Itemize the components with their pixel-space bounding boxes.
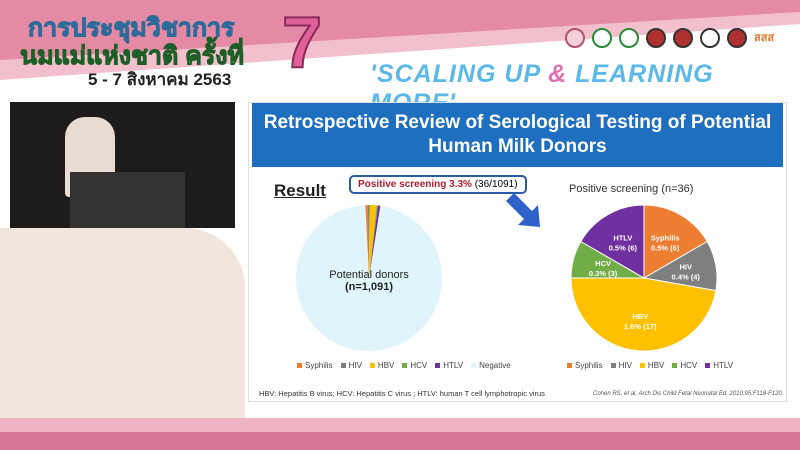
pie-data-label: HCV	[595, 259, 611, 268]
callout-bold: Positive screening 3.3%	[358, 179, 472, 190]
legend-swatch	[402, 363, 408, 369]
banner-dates: 5 - 7 สิงหาคม 2563	[88, 70, 232, 89]
pie-data-label: 0.5% (6)	[609, 243, 638, 252]
legend-item: Syphilis	[297, 361, 333, 370]
positive-callout: Positive screening 3.3% (36/1091)	[349, 175, 527, 194]
logo-icon	[565, 28, 585, 48]
pie-slice-hbv	[570, 277, 717, 352]
arrow-icon	[506, 193, 540, 227]
pie-slice-htlv	[580, 204, 645, 279]
pie1-center-label: Potential donors (n=1,091)	[319, 269, 419, 293]
citation: Cohen RS, et al. Arch Dis Child Fetal Ne…	[593, 391, 784, 397]
legend-swatch	[567, 363, 572, 369]
pie-slice-negative	[296, 205, 442, 351]
sss-logo: สสส	[754, 32, 775, 44]
donors-pie-chart	[296, 205, 442, 351]
legend-item: HTLV	[705, 361, 733, 370]
legend-swatch	[705, 363, 711, 369]
pie-data-label: HIV	[679, 263, 692, 272]
legend-swatch	[639, 363, 645, 369]
legend-swatch	[435, 363, 441, 369]
pie-slice-hiv	[367, 205, 370, 278]
pie1-label-line2: (n=1,091)	[345, 281, 393, 293]
slide-title: Retrospective Review of Serological Test…	[252, 103, 783, 167]
callout-count: (36/1091)	[471, 179, 518, 190]
banner-number: 7	[281, 2, 323, 84]
legend-item: HTLV	[435, 361, 463, 370]
legend-swatch	[369, 363, 375, 369]
logo-icon	[592, 28, 612, 48]
presentation-slide: Retrospective Review of Serological Test…	[248, 102, 787, 402]
speaker-video	[10, 102, 235, 228]
pie-data-label: HBV	[632, 312, 648, 321]
slogan-amp: &	[548, 60, 568, 88]
pie-slice-hcv	[369, 205, 378, 278]
legend-swatch	[297, 363, 302, 369]
slogan: 'SCALING UP & LEARNING MORE'	[370, 60, 800, 118]
footnote: HBV: Hepatitis B virus; HCV: Hepatitis C…	[259, 389, 545, 398]
pie-slice-htlv	[369, 205, 381, 278]
logo-icon	[727, 28, 747, 48]
podium	[70, 172, 185, 228]
slogan-part: 'SCALING UP	[370, 60, 549, 88]
pie-data-label: 0.4% (4)	[672, 273, 701, 282]
banner-title-line2: นมแม่แห่งชาติ ครั้งที่	[20, 42, 245, 71]
legend-item: HCV	[672, 361, 697, 370]
pie2-legend: Syphilis HIV HBV HCV HTLV	[567, 361, 733, 370]
child-photo	[0, 228, 245, 418]
right-pie-title: Positive screening (n=36)	[569, 183, 694, 195]
pie-data-label: 0.3% (3)	[589, 269, 618, 278]
result-heading: Result	[274, 181, 326, 200]
logo-icon	[646, 28, 666, 48]
legend-swatch	[471, 363, 477, 369]
pie-data-label: 0.5% (6)	[651, 243, 680, 252]
legend-item: HBV	[639, 361, 664, 370]
legend-item: HIV	[340, 361, 362, 370]
legend-swatch	[672, 363, 678, 369]
pie1-legend: Syphilis HIV HBV HCV HTLV Negative	[297, 361, 511, 370]
legend-swatch	[340, 363, 346, 369]
legend-item: HCV	[402, 361, 427, 370]
pie-data-label: 1.6% (17)	[624, 322, 657, 331]
sponsor-logos: สสส	[565, 28, 774, 48]
logo-icon	[700, 28, 720, 48]
legend-item: Negative	[471, 361, 511, 370]
pie-slice-syphilis	[643, 204, 708, 279]
legend-item: HIV	[610, 361, 632, 370]
legend-item: HBV	[369, 361, 394, 370]
banner-title-line1: การประชุมวิชาการ	[27, 14, 235, 43]
pie-slice-syphilis	[365, 205, 369, 278]
legend-swatch	[610, 363, 616, 369]
pie-slice-hbv	[369, 205, 377, 278]
footer-band-dark	[0, 432, 800, 450]
legend-item: Syphilis	[567, 361, 603, 370]
logo-icon	[619, 28, 639, 48]
logo-icon	[673, 28, 693, 48]
pie-data-label: HTLV	[613, 233, 632, 242]
pie-data-label: Syphilis	[651, 233, 680, 242]
pie1-label-line1: Potential donors	[329, 269, 409, 281]
